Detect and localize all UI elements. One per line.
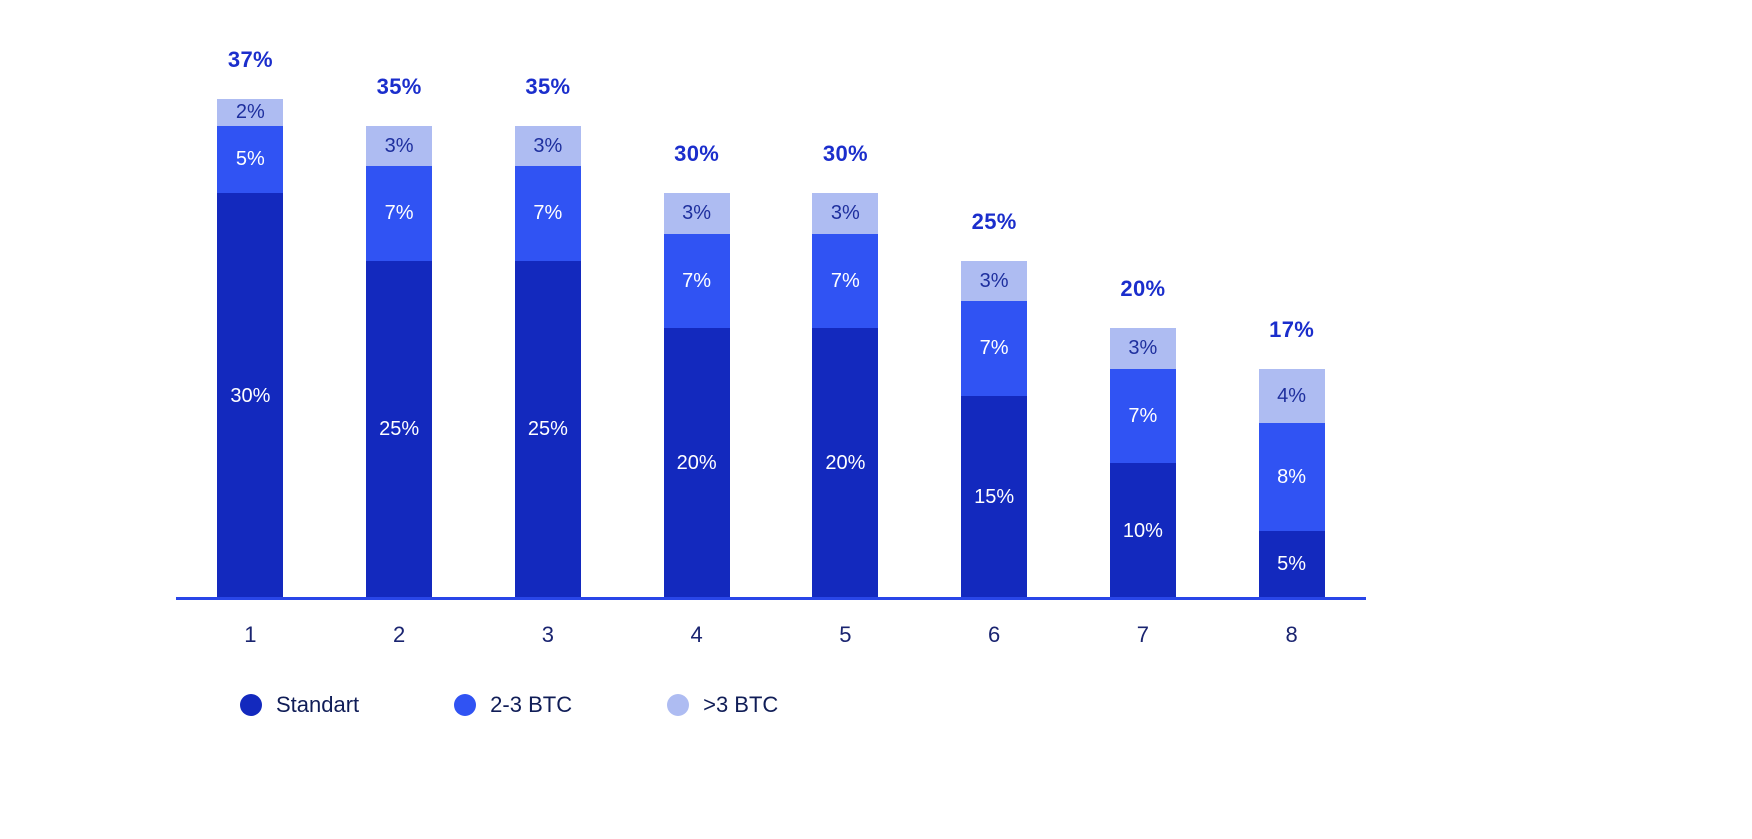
bar-segment: 3% [514, 125, 581, 166]
bar-segment-label: 3% [533, 134, 563, 157]
bar-stack: 3% 7% 25% [366, 125, 433, 598]
bar-total-label: 17% [1269, 316, 1315, 342]
bar-column: 35% 3% 7% 25% [325, 36, 474, 598]
bar-segment-label: 8% [1277, 465, 1307, 488]
legend-item: >3 BTC [667, 692, 778, 718]
bar-segment-label: 20% [676, 452, 717, 474]
bar-segment: 4% [1258, 368, 1325, 423]
bar-segment-label: 7% [979, 337, 1009, 360]
bar-column: 17% 4% 8% 5% [1217, 36, 1366, 598]
bar-segment-label: 2% [235, 101, 265, 123]
x-axis: 1 2 3 4 5 6 7 8 [176, 622, 1366, 648]
bar-segment-label: 10% [1122, 519, 1163, 542]
bar-total-label: 25% [971, 208, 1017, 234]
bar-segment: 3% [812, 193, 879, 234]
bar-segment: 7% [1109, 368, 1176, 463]
bar-stack: 3% 7% 20% [812, 193, 879, 598]
bar-segment-label: 3% [384, 134, 414, 157]
bar-segment: 7% [514, 166, 581, 261]
bar-segment-label: 3% [830, 202, 860, 225]
x-axis-label: 8 [1285, 622, 1298, 647]
bar-column: 25% 3% 7% 15% [920, 36, 1069, 598]
x-axis-line [176, 597, 1366, 600]
bar-segment-label: 7% [1128, 404, 1158, 427]
bar-column: 20% 3% 7% 10% [1069, 36, 1218, 598]
bar-total-label: 30% [822, 141, 868, 166]
x-axis-label: 2 [393, 622, 406, 647]
bar-segment-label: 25% [379, 418, 420, 441]
x-axis-label: 7 [1136, 622, 1149, 647]
bar-segment: 25% [514, 260, 581, 598]
legend-label: >3 BTC [703, 692, 779, 717]
bar-total-label: 20% [1120, 276, 1166, 301]
bar-total-label: 37% [227, 46, 273, 72]
bar-stack: 4% 8% 5% [1258, 368, 1325, 598]
bar-column: 30% 3% 7% 20% [622, 36, 771, 598]
bar-segment-label: 7% [682, 269, 712, 292]
bar-segment: 25% [366, 260, 433, 598]
bar-segment-label: 7% [533, 202, 563, 225]
legend-swatch-icon [454, 694, 477, 716]
bar-segment: 7% [961, 301, 1028, 396]
bar-segment-label: 30% [230, 384, 271, 407]
x-axis-label: 6 [988, 622, 1001, 647]
bar-column: 35% 3% 7% 25% [474, 36, 623, 598]
bar-segment: 10% [1109, 463, 1176, 598]
bar-segment-label: 4% [1277, 384, 1307, 407]
bar-segment-label: 5% [235, 148, 265, 171]
bar-segment: 5% [217, 125, 284, 193]
bar-segment-label: 20% [825, 452, 866, 474]
bar-segment: 5% [1258, 530, 1325, 598]
bar-stack: 3% 7% 20% [663, 193, 730, 598]
bar-segment-label: 25% [527, 418, 568, 441]
legend-label: 2-3 BTC [490, 692, 573, 717]
bar-segment-label: 5% [1277, 553, 1307, 576]
bar-segment-label: 7% [830, 269, 860, 292]
bar-segment: 7% [812, 233, 879, 328]
chart-legend: Standart 2-3 BTC >3 BTC [240, 692, 778, 718]
bar-column: 37% 2% 5% 30% [176, 36, 325, 598]
bar-stack: 2% 5% 30% [217, 98, 284, 598]
bar-segment-label: 3% [682, 202, 712, 225]
bar-stack: 3% 7% 15% [961, 260, 1028, 598]
bar-segment-label: 7% [384, 202, 414, 225]
bar-segment: 3% [961, 260, 1028, 301]
legend-swatch-icon [240, 694, 262, 716]
bar-segment-label: 15% [974, 485, 1015, 508]
bar-segment: 3% [366, 125, 433, 166]
bar-segment-label: 3% [1128, 337, 1158, 360]
x-axis-label: 5 [839, 622, 852, 647]
bar-column: 30% 3% 7% 20% [771, 36, 920, 598]
bar-segment: 8% [1258, 422, 1325, 531]
bar-stack: 3% 7% 25% [514, 125, 581, 598]
legend-label: Standart [276, 692, 360, 717]
bar-total-label: 30% [674, 141, 720, 166]
stacked-bar-chart: 37% 2% 5% 30% 35% 3% 7% 25% 35% 3% 7% 25% 30% 3% 7% 20%… [176, 36, 1366, 598]
x-axis-label: 4 [690, 622, 703, 647]
bar-segment: 3% [663, 193, 730, 234]
bar-total-label: 35% [376, 73, 422, 99]
legend-item: 2-3 BTC [454, 692, 572, 718]
bar-segment: 3% [1109, 328, 1176, 369]
x-axis-label: 1 [244, 622, 257, 647]
bar-segment: 7% [663, 233, 730, 328]
x-axis-label: 3 [541, 622, 554, 647]
bar-total-label: 35% [525, 73, 571, 99]
bar-segment: 30% [217, 193, 284, 598]
bar-stack: 3% 7% 10% [1109, 328, 1176, 598]
legend-swatch-icon [667, 694, 690, 716]
bar-segment: 15% [961, 395, 1028, 598]
legend-item: Standart [240, 692, 359, 718]
bar-segment: 20% [812, 328, 879, 598]
bar-segment-label: 3% [979, 269, 1009, 292]
bar-segment: 7% [366, 166, 433, 261]
bar-segment: 20% [663, 328, 730, 598]
bar-segment: 2% [217, 98, 284, 126]
